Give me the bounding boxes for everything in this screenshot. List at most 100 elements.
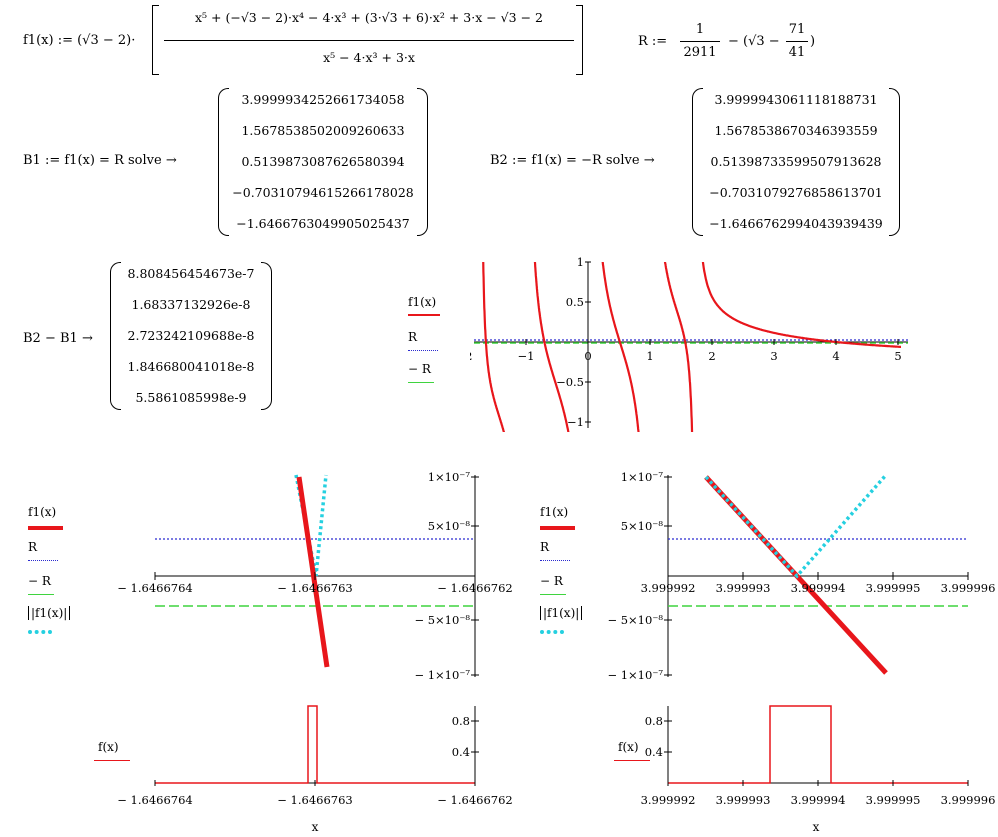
plot1-legend-f1: f1(x) [408, 295, 437, 309]
f1-bracket-left [152, 5, 159, 75]
plot2-legend-R-swatch [28, 560, 58, 561]
plot3-x-tick-label: 3.999992 [641, 581, 696, 595]
plot3-y-tick-label: 1×10⁻⁷ [621, 470, 664, 484]
f1-bracket-right [576, 5, 583, 75]
b1-value: 1.5678538502009260633 [241, 123, 405, 138]
plot3-legend-f1-swatch [540, 526, 575, 530]
plot1-f1-branch [482, 262, 506, 432]
plot1-legend-minusR: − R [408, 362, 431, 376]
plot2-y-tick-label: − 5×10⁻⁸ [414, 613, 470, 627]
R-close-paren: ) [810, 34, 816, 49]
plot4-graph[interactable]: − 1.6466764− 1.6466763− 1.64667620.80.4 … [110, 700, 530, 837]
plot2-legend-R: R [28, 540, 38, 554]
diff-value: 2.723242109688e-8 [127, 328, 255, 343]
f1-fraction-bar [164, 40, 574, 41]
plot5-xlabel: x [813, 820, 820, 834]
plot2-x-tick-label: − 1.6466764 [117, 581, 192, 595]
b2-value: −0.7031079276858613701 [709, 185, 883, 200]
f1-prefix: (√3 − 2)· [77, 33, 136, 48]
f1-lhs: f1(x) := [23, 33, 73, 48]
plot1-legend-f1-swatch [408, 314, 440, 316]
R-frac-den: 2911 [683, 45, 717, 60]
plot2-y-tick-label: 5×10⁻⁸ [428, 519, 471, 533]
plot4-x-tick-label: − 1.6466762 [437, 793, 512, 807]
plot1-x-tick-label: 3 [770, 349, 777, 363]
plot1-f1-branch [533, 262, 570, 432]
b1-value: 3.9999934252661734058 [241, 92, 405, 107]
plot1-x-tick-label: 2 [708, 349, 715, 363]
R-frac-bar [680, 41, 720, 42]
plot1-y-tick-label: 0.5 [566, 295, 584, 309]
diff-value: 1.68337132926e-8 [131, 297, 251, 312]
plot1-x-tick-label: 1 [646, 349, 653, 363]
f1-denominator: x⁵ − 4·x³ + 3·x [323, 50, 415, 65]
plot2-legend-abs: |f1(x)| [28, 606, 71, 620]
plot4-f-curve [155, 705, 475, 784]
plot4-y-tick-label: 0.8 [452, 714, 470, 728]
b2-solve-expression[interactable]: B2 := f1(x) = −R solve → [490, 153, 655, 168]
plot3-abs-curve [704, 473, 888, 579]
plot3-x-tick-label: 3.999995 [866, 581, 921, 595]
plot3-graph[interactable]: 3.999992 3.999993 3.999994 3.999995 3.999996… [600, 455, 998, 690]
plot2-f1-curve [296, 476, 330, 668]
plot1-x-tick-label: 0 [584, 349, 591, 363]
plot1-f1-branch [601, 262, 640, 432]
plot5-y-tick-label: 0.4 [645, 745, 663, 759]
f1-definition-label[interactable]: f1(x) := (√3 − 2)· [23, 33, 135, 48]
plot5-legend-f-swatch [614, 760, 650, 761]
plot3-legend-R-swatch [540, 560, 570, 561]
plot1-graph[interactable]: −2 −1 0 1 2 3 4 5 1 0.5 −0.5 −1 [470, 256, 915, 436]
b2-value: 0.5139873359950791362​8 [710, 154, 882, 169]
plot2-legend-abs-swatch [28, 630, 52, 634]
b2-value: 1.5678538670346393559 [714, 123, 878, 138]
b1-result-vector: 3.9999934252661734058 1.5678538502009260… [218, 88, 428, 236]
plot2-legend-f1: f1(x) [28, 505, 57, 519]
plot1-x-tick-label: −1 [518, 349, 535, 363]
b2-result-vector: 3.9999943061118188731 1.5678538670346393… [692, 88, 900, 236]
plot1-legend-R: R [408, 330, 418, 344]
plot3-legend-minusR: − R [540, 574, 563, 588]
plot4-y-tick-label: 0.4 [452, 745, 470, 759]
plot5-x-tick-label: 3.999994 [791, 793, 846, 807]
diff-result-vector: 8.808456454673e-7 1.68337132926e-8 2.723… [110, 262, 272, 410]
diff-expression[interactable]: B2 − B1 → [23, 331, 93, 346]
plot5-x-tick-label: 3.999995 [866, 793, 921, 807]
plot1-f1-branch [663, 262, 694, 432]
b2-value: 3.9999943061118188731 [714, 92, 878, 107]
plot5-graph[interactable]: 3.999992 3.999993 3.999994 3.999995 3.999996… [600, 700, 998, 837]
b2-value: −1.6466762994043939439 [709, 216, 883, 231]
plot4-x-tick-label: − 1.6466764 [117, 793, 192, 807]
plot3-y-tick-label: 5×10⁻⁸ [621, 519, 664, 533]
plot2-graph[interactable]: − 1.6466764 − 1.6466763 − 1.6466762 1×10⁻⁷ 5… [110, 455, 530, 690]
plot5-x-tick-label: 3.999992 [641, 793, 696, 807]
plot1-y-tick-label: −0.5 [556, 375, 584, 389]
R-inner-bar [786, 41, 808, 42]
diff-value: 1.846680041018e-8 [127, 359, 255, 374]
plot1-y-tick-label: −1 [567, 415, 584, 429]
b1-solve-expression[interactable]: B1 := f1(x) = R solve → [23, 153, 177, 168]
plot4-xlabel: x [312, 820, 319, 834]
plot2-y-tick-label: − 1×10⁻⁷ [414, 668, 470, 682]
plot5-f-curve [668, 705, 968, 784]
plot3-legend-minusR-swatch [540, 594, 566, 595]
R-rest: − (√3 − [728, 34, 780, 49]
f1-numerator: x⁵ + (−√3 − 2)·x⁴ − 4·x³ + (3·√3 + 6)·x²… [195, 10, 543, 25]
plot5-legend-f: f(x) [618, 740, 639, 754]
plot3-y-tick-label: − 1×10⁻⁷ [607, 668, 663, 682]
diff-value: 8.808456454673e-7 [127, 266, 255, 281]
plot3-x-tick-label: 3.999993 [716, 581, 771, 595]
plot5-x-tick-label: 3.999993 [716, 793, 771, 807]
plot5-y-tick-label: 0.8 [645, 714, 663, 728]
plot5-x-tick-label: 3.999996 [941, 793, 996, 807]
plot1-x-tick-label: 4 [832, 349, 839, 363]
b1-value: −0.7031079461526617802​8 [232, 185, 414, 200]
R-definition-lhs[interactable]: R := [638, 34, 668, 49]
plot4-legend-f: f(x) [98, 740, 119, 754]
plot2-x-tick-label: − 1.6466762 [437, 581, 512, 595]
plot3-legend-abs: |f1(x)| [540, 606, 583, 620]
plot3-y-tick-label: − 5×10⁻⁸ [607, 613, 663, 627]
b1-value: −1.6466763049905025437 [236, 216, 410, 231]
plot4-legend-f-swatch [94, 760, 130, 761]
plot1-x-tick-label: −2 [470, 349, 472, 363]
plot3-legend-f1: f1(x) [540, 505, 569, 519]
